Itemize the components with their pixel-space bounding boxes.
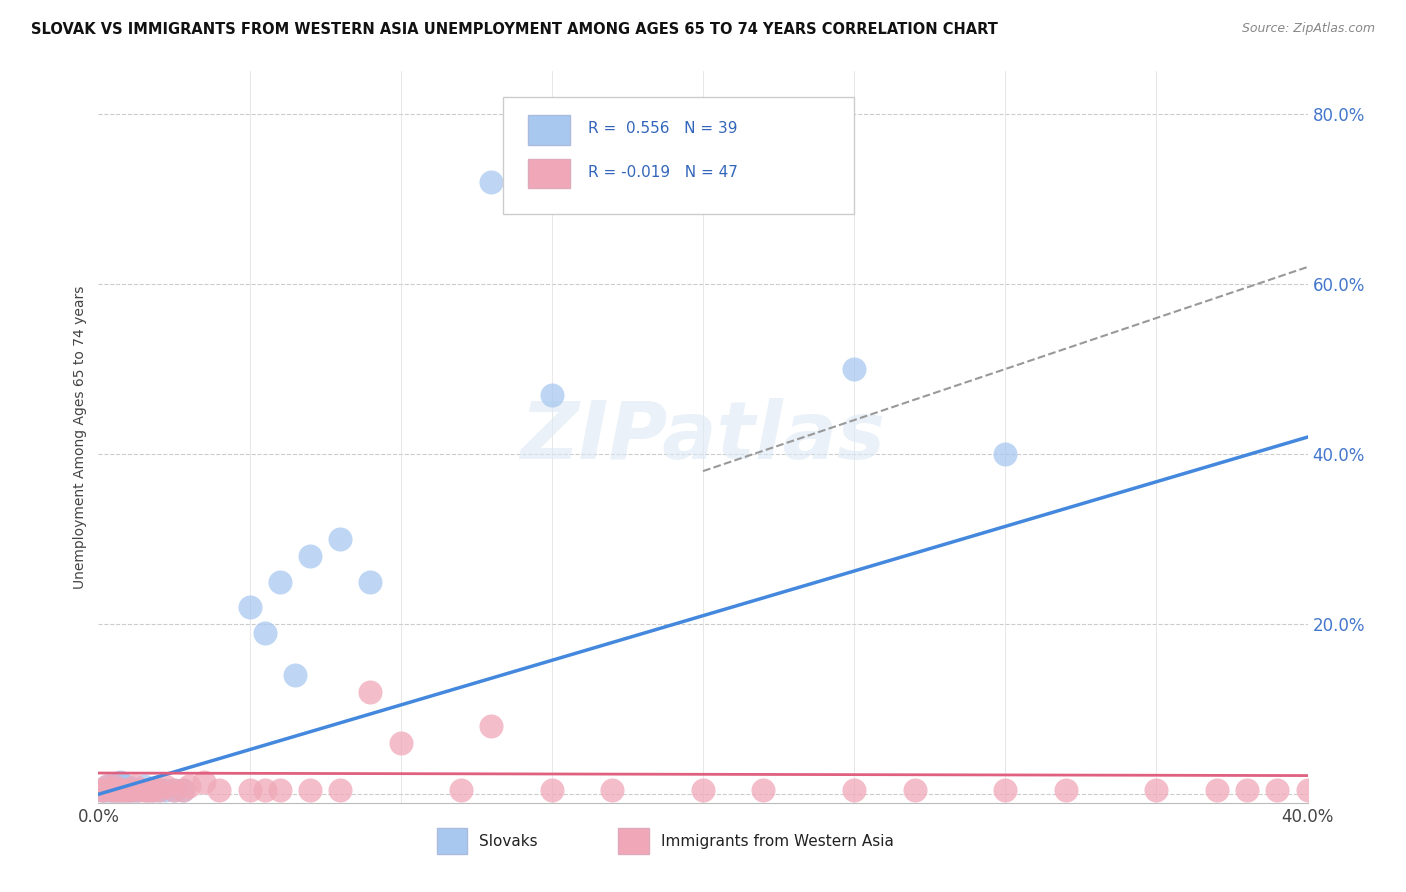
Bar <box>527 159 569 188</box>
Point <box>172 783 194 797</box>
Point <box>132 783 155 797</box>
Point <box>108 783 131 797</box>
Point <box>329 532 352 546</box>
Bar <box>619 829 648 854</box>
Point <box>108 783 131 797</box>
Point <box>1206 783 1229 797</box>
Text: R = -0.019   N = 47: R = -0.019 N = 47 <box>588 165 738 180</box>
Point <box>163 783 186 797</box>
Point <box>540 387 562 401</box>
Point <box>105 783 128 797</box>
Point <box>96 779 118 793</box>
Point <box>844 783 866 797</box>
Point <box>1267 783 1289 797</box>
Point <box>100 783 122 797</box>
Point <box>299 783 322 797</box>
Point <box>127 783 149 797</box>
Point <box>153 783 176 797</box>
Point <box>360 574 382 589</box>
Point <box>139 783 162 797</box>
Point <box>1144 783 1167 797</box>
Point <box>121 783 143 797</box>
Point <box>163 783 186 797</box>
Point <box>1296 783 1319 797</box>
FancyBboxPatch shape <box>503 97 855 214</box>
Point <box>105 779 128 793</box>
Point <box>111 779 134 793</box>
Point <box>269 574 291 589</box>
Point <box>692 783 714 797</box>
Point <box>100 783 122 797</box>
Point <box>239 783 262 797</box>
Point <box>93 783 115 797</box>
Point <box>299 549 322 563</box>
Point <box>904 783 927 797</box>
Text: R =  0.556   N = 39: R = 0.556 N = 39 <box>588 121 738 136</box>
Point <box>153 779 176 793</box>
Point <box>93 783 115 797</box>
Text: Slovaks: Slovaks <box>479 834 538 849</box>
Point <box>114 779 136 793</box>
Point <box>118 780 141 795</box>
Point <box>105 783 128 797</box>
Text: SLOVAK VS IMMIGRANTS FROM WESTERN ASIA UNEMPLOYMENT AMONG AGES 65 TO 74 YEARS CO: SLOVAK VS IMMIGRANTS FROM WESTERN ASIA U… <box>31 22 998 37</box>
Point <box>96 779 118 793</box>
Point <box>208 783 231 797</box>
Text: ZIPatlas: ZIPatlas <box>520 398 886 476</box>
Point <box>253 625 276 640</box>
Point <box>114 783 136 797</box>
Point <box>172 783 194 797</box>
Point <box>142 783 165 797</box>
Point <box>148 783 170 797</box>
Y-axis label: Unemployment Among Ages 65 to 74 years: Unemployment Among Ages 65 to 74 years <box>73 285 87 589</box>
Point <box>360 685 382 699</box>
Point <box>103 779 125 793</box>
Point <box>135 783 157 797</box>
Point <box>135 783 157 797</box>
Point <box>142 783 165 797</box>
Point <box>994 447 1017 461</box>
Point <box>90 783 112 797</box>
Point <box>1236 783 1258 797</box>
Point <box>602 783 624 797</box>
Point <box>239 600 262 615</box>
Point <box>132 779 155 793</box>
Text: Source: ZipAtlas.com: Source: ZipAtlas.com <box>1241 22 1375 36</box>
Point <box>994 783 1017 797</box>
Point <box>96 783 118 797</box>
Point <box>269 783 291 797</box>
Point <box>540 783 562 797</box>
Bar <box>437 829 467 854</box>
Point <box>127 783 149 797</box>
Point <box>114 783 136 797</box>
Point <box>752 783 775 797</box>
Point <box>118 783 141 797</box>
Text: Immigrants from Western Asia: Immigrants from Western Asia <box>661 834 894 849</box>
Point <box>100 779 122 793</box>
Point <box>193 774 215 789</box>
Bar <box>527 115 569 145</box>
Point <box>329 783 352 797</box>
Point <box>481 175 503 189</box>
Point <box>118 783 141 797</box>
Point <box>844 362 866 376</box>
Point <box>389 736 412 750</box>
Point <box>103 779 125 793</box>
Point <box>103 783 125 797</box>
Point <box>124 783 146 797</box>
Point <box>111 783 134 797</box>
Point <box>108 774 131 789</box>
Point <box>481 719 503 733</box>
Point <box>179 779 201 793</box>
Point <box>103 783 125 797</box>
Point <box>284 668 307 682</box>
Point <box>148 783 170 797</box>
Point <box>450 783 472 797</box>
Point <box>111 783 134 797</box>
Point <box>1054 783 1077 797</box>
Point <box>253 783 276 797</box>
Point <box>124 779 146 793</box>
Point <box>121 783 143 797</box>
Point <box>90 783 112 797</box>
